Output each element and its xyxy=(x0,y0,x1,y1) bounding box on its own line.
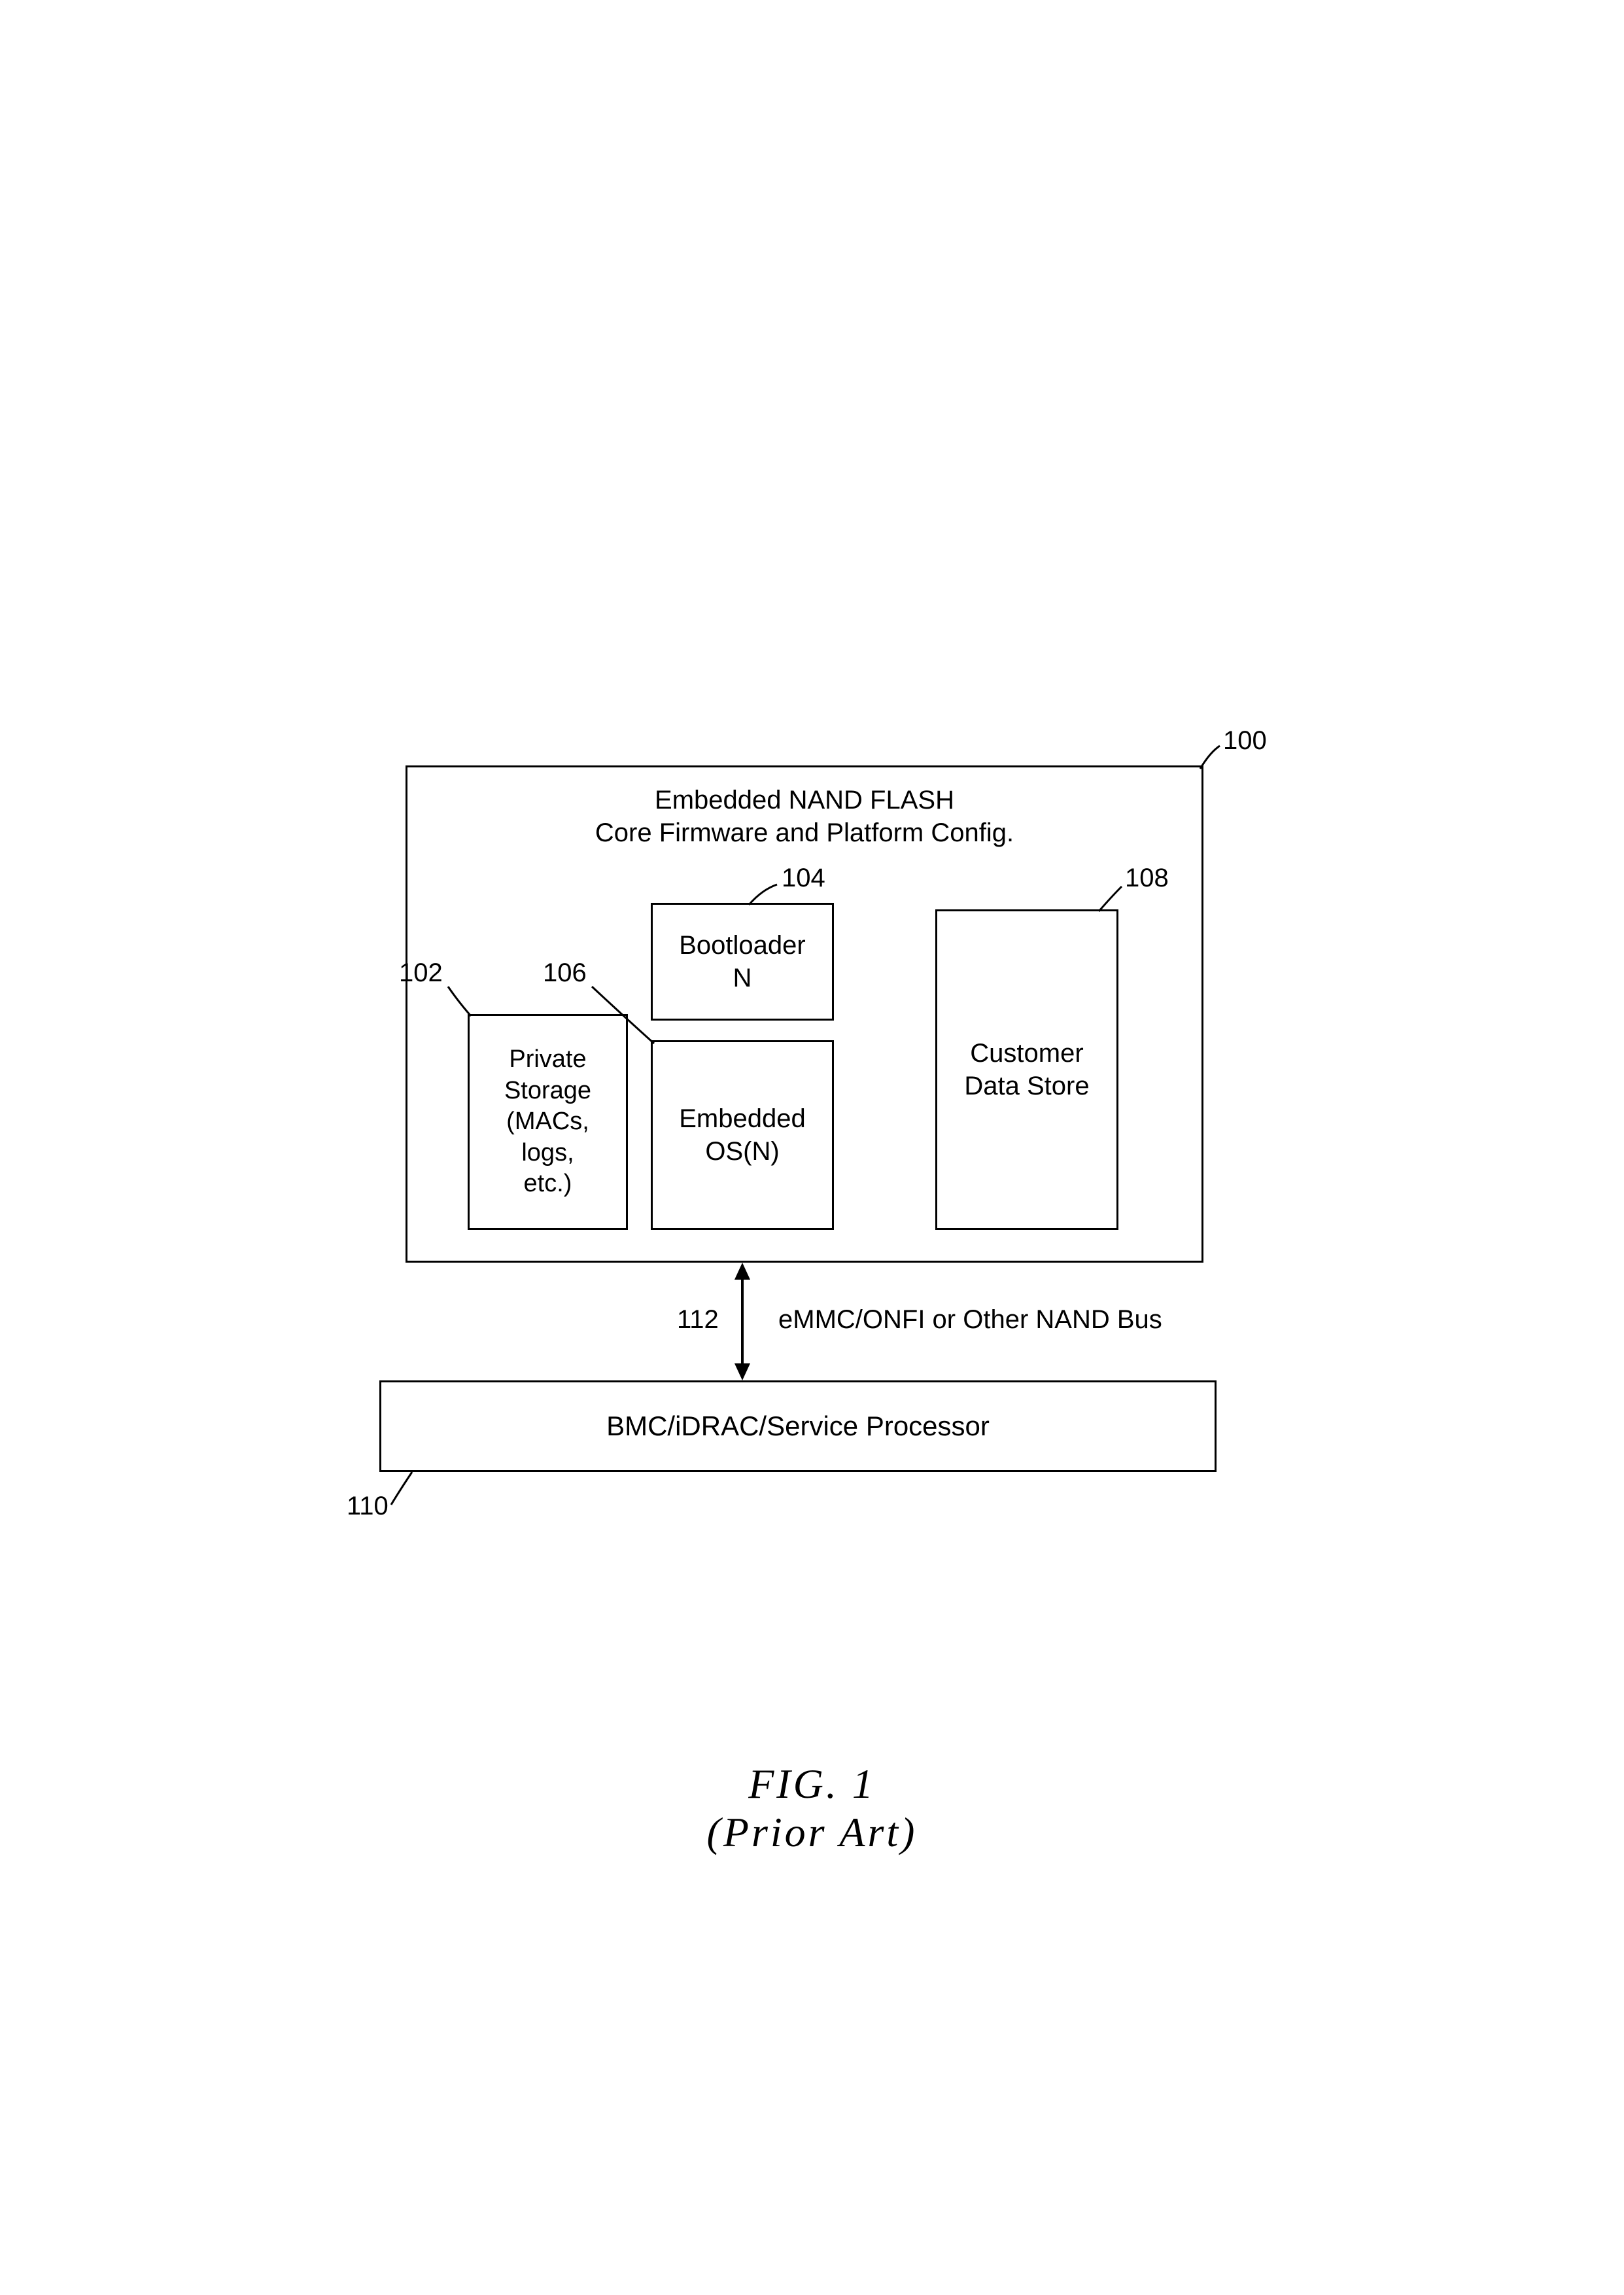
diagram-lines xyxy=(0,0,1624,2295)
